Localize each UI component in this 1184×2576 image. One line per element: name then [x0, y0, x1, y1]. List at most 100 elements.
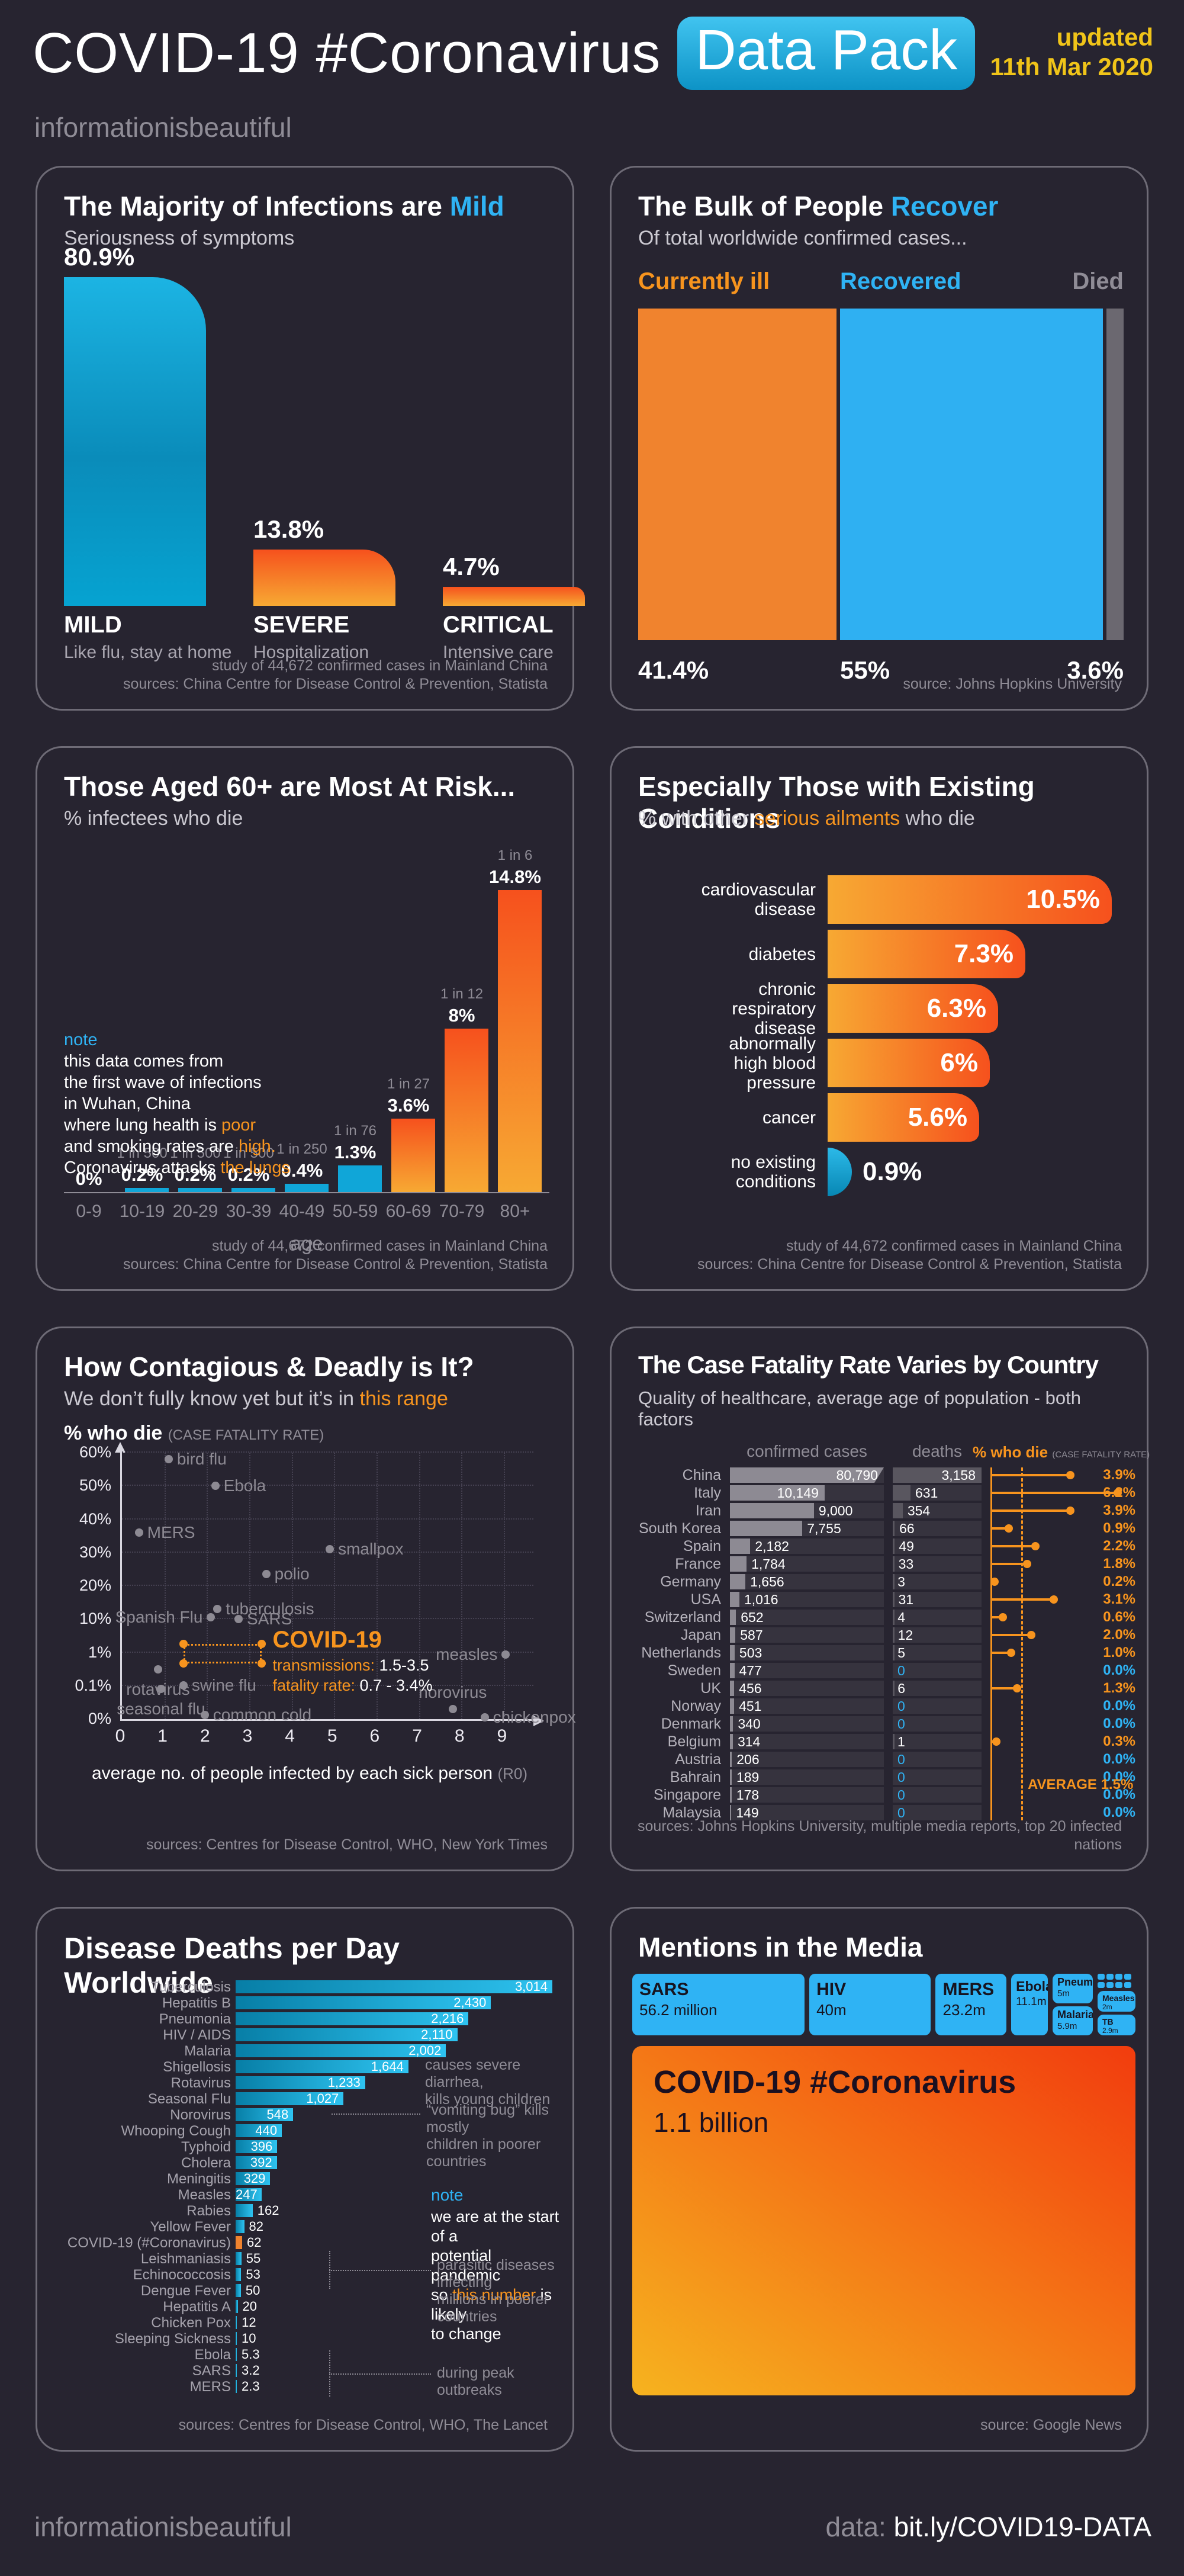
cases-bar: [730, 1698, 735, 1714]
condition-value: 10.5%: [1026, 885, 1100, 914]
age-axis-label: 0-9: [76, 1202, 102, 1221]
deaths-value: 354: [907, 1503, 931, 1518]
disease-bar: [236, 2076, 365, 2089]
media-tile-value: 5m: [1057, 1989, 1070, 1999]
media-tile-label: Measles: [1102, 1993, 1135, 2003]
gridline-vertical: [419, 1453, 420, 1719]
cfr-stem: [990, 1634, 1032, 1636]
cfr-stem: [990, 1474, 1070, 1476]
disease-bar: [236, 2332, 237, 2345]
media-tile-value: 5.9m: [1057, 2021, 1077, 2031]
cfr-dot: [1006, 1649, 1015, 1657]
age-value-label: 8%: [448, 1005, 475, 1026]
cases-value: 2,182: [755, 1538, 789, 1554]
disease-bar: [236, 1980, 552, 1993]
disease-label: Cholera: [181, 2155, 231, 2171]
condition-label: diabetes: [748, 944, 816, 964]
deaths-value: 0: [897, 1787, 905, 1803]
age-bar: [498, 890, 542, 1192]
annotation-parasitic: parasitic diseases infecting millions in…: [437, 2257, 555, 2325]
panel-title: Disease Deaths per Day Worldwide: [64, 1932, 400, 1999]
disease-bar: [236, 2380, 237, 2393]
cfr-value: 1.3%: [1103, 1680, 1135, 1696]
media-tiny-tile: [1098, 1974, 1105, 1980]
cfr-value: 0.0%: [1103, 1698, 1135, 1714]
panel-media-mentions: Mentions in the Media SARS 56.2 million HI…: [610, 1907, 1148, 2452]
deaths-bar: [893, 1627, 895, 1643]
cases-track: [730, 1805, 884, 1820]
disease-bar: [236, 2140, 278, 2153]
data-point: [134, 1528, 143, 1537]
data-point: [234, 1615, 243, 1624]
age-value-label: 0.2%: [121, 1164, 163, 1185]
disease-bar: [236, 2316, 237, 2329]
disease-label: Shigellosis: [163, 2059, 231, 2075]
cfr-value: 0.0%: [1103, 1804, 1135, 1820]
covid-corner-dot: [258, 1659, 266, 1668]
cases-bar: [730, 1592, 739, 1607]
deaths-value: 4: [897, 1610, 905, 1625]
text-segment: the lungs: [220, 1158, 291, 1177]
disease-bar: [236, 2092, 344, 2105]
media-tile-pneumonia: Pneumonia5m: [1053, 1974, 1093, 2003]
cfr-dot: [1023, 1560, 1032, 1568]
disease-value: 50: [245, 2283, 260, 2298]
data-point-label: SARS: [247, 1610, 292, 1629]
cases-track: [730, 1574, 884, 1589]
deaths-value: 0: [897, 1716, 905, 1732]
x-tick-label: 7: [412, 1726, 422, 1746]
gridline-horizontal: [122, 1485, 533, 1486]
deaths-value: 0: [897, 1769, 905, 1785]
condition-bar: [828, 984, 998, 1033]
conditions-chart: cardiovascular disease 10.5% diabetes 7.3% c…: [638, 875, 1124, 1213]
average-line: [1021, 1467, 1023, 1820]
country-label: Austria: [675, 1751, 721, 1768]
cfr-value: 2.2%: [1103, 1538, 1135, 1554]
bar-category-label: CRITICAL: [443, 612, 554, 638]
panel-title: The Case Fatality Rate Varies by Country: [638, 1351, 1099, 1379]
disease-label: Yellow Fever: [150, 2219, 231, 2235]
cfr-dot: [990, 1578, 999, 1586]
cfr-value: 0.3%: [1103, 1733, 1135, 1749]
deaths-track: [893, 1698, 982, 1714]
text-segment: poor: [221, 1116, 256, 1135]
y-tick-label: 60%: [79, 1443, 111, 1461]
deaths-track: [893, 1627, 982, 1643]
cfr-value: 0.6%: [1103, 1609, 1135, 1625]
deaths-bar: [893, 1681, 895, 1696]
age-value-label: 0%: [75, 1168, 102, 1189]
disease-value: 82: [249, 2219, 264, 2234]
panel-title: The Bulk of People Recover: [638, 191, 999, 221]
cfr-value: 3.1%: [1103, 1591, 1135, 1607]
x-tick-label: 4: [285, 1726, 295, 1746]
column-header-cases: confirmed cases: [747, 1442, 867, 1460]
age-value-label: 0.4%: [281, 1160, 323, 1181]
disease-label: Norovirus: [170, 2107, 231, 2123]
data-link[interactable]: bit.ly/COVID19-DATA: [893, 2511, 1151, 2542]
bar-category-sublabel: Hospitalization: [253, 643, 369, 662]
cases-value: 9,000: [818, 1503, 853, 1518]
deaths-track: [893, 1538, 982, 1554]
covid-transmissions: transmissions: 1.5-3.5: [272, 1656, 429, 1675]
media-tiny-tile: [1115, 1974, 1122, 1980]
disease-value: 2,216: [431, 2011, 464, 2026]
cases-track: [730, 1698, 884, 1714]
cases-bar: [730, 1627, 736, 1643]
deaths-bar: [893, 1485, 910, 1501]
age-bar: [178, 1188, 222, 1192]
media-covid-tile: COVID-19 #Coronavirus 1.1 billion: [632, 2046, 1135, 2395]
deaths-value: 6: [897, 1681, 906, 1696]
media-tile-label: Pneumonia: [1057, 1976, 1093, 1988]
panel-title: Those Aged 60+ are Most At Risk...: [64, 771, 516, 802]
age-ratio-label: 1 in 500: [170, 1145, 221, 1161]
media-tiny-tile: [1115, 1981, 1122, 1988]
annotation-leader-line: [329, 2373, 431, 2375]
y-tick-label: 50%: [79, 1476, 111, 1495]
cases-bar: [730, 1645, 735, 1660]
condition-label: cardiovascular disease: [701, 880, 816, 919]
panel-recover: The Bulk of People Recover Of total worl…: [610, 166, 1148, 711]
cfr-dot: [1066, 1471, 1074, 1479]
age-value-label: 3.6%: [387, 1095, 430, 1116]
deaths-track: [893, 1787, 982, 1803]
age-ratio-label: 1 in 250: [276, 1141, 327, 1157]
